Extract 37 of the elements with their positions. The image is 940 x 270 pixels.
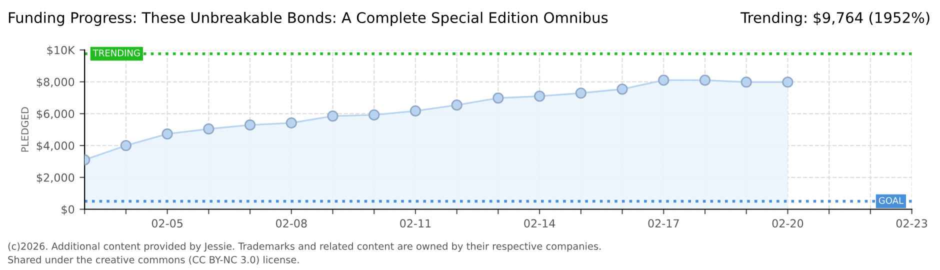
point [534,90,546,102]
y-tick-label: $2,000 [36,173,74,184]
chart-subtitle: Trending: $9,764 (1952%) [740,12,930,26]
point [368,109,380,120]
text: Shared under the creative commons (CC BY-NC 3.0) license. [8,256,299,265]
x-tick-label: 02-23 [896,219,928,228]
point [782,76,794,88]
ref-line-label: TRENDING [92,50,140,56]
point [244,119,256,131]
y-axis-title: PLEDGED [21,107,29,152]
x-tick-label: 02-20 [772,219,804,228]
point [658,74,670,86]
point [740,76,752,88]
point [203,123,214,135]
point [327,110,338,122]
x-tick-label: 02-14 [524,219,556,228]
y-tick-label: $8,000 [36,78,74,88]
x-tick-label: 02-08 [276,219,307,228]
point [162,128,173,140]
y-tick-label: $4,000 [36,141,74,152]
x-tick-label: 02-11 [400,219,431,228]
x-tick-label: 02-05 [152,219,182,228]
point [286,117,297,128]
point [410,105,422,117]
x-tick-label: 02-17 [648,219,679,228]
point [575,88,586,99]
y-tick-label: $0 [62,205,74,216]
point [451,100,462,111]
ref-line-label: GOAL [878,197,904,204]
point [699,74,711,86]
y-tick-label: $10K [47,46,76,56]
y-tick-label: $6,000 [36,109,74,120]
point [616,84,628,95]
point [492,92,504,104]
point [120,140,132,152]
chart-title: Funding Progress: These Unbreakable Bonds: A Complete Special Edition Omnibus [8,12,608,26]
text: (c)2026. Additional content provided by Jessie. Trademarks and related content are owned by their respective companies. [8,242,601,252]
